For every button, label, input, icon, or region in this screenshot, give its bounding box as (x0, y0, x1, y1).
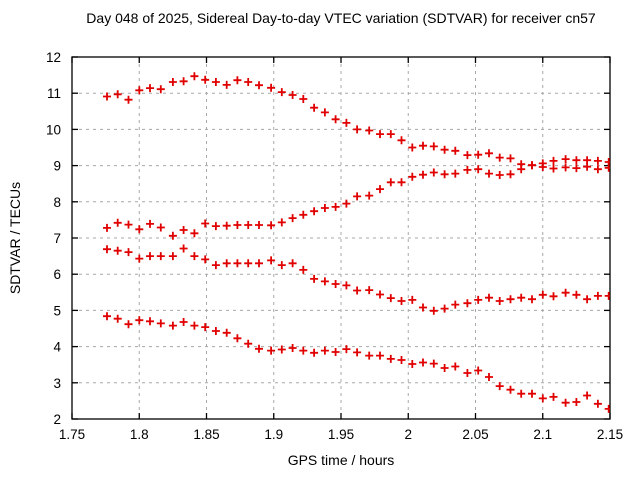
marker-plus-icon (103, 72, 610, 170)
series-3-points (103, 244, 610, 315)
y-tick-label: 5 (53, 303, 61, 318)
y-tick-label: 7 (53, 231, 61, 246)
x-tick-label: 1.9 (264, 427, 283, 442)
y-tick-label: 9 (53, 159, 61, 174)
x-tick-label: 1.95 (328, 427, 354, 442)
x-tick-label: 2.1 (533, 427, 552, 442)
chart-title: Day 048 of 2025, Sidereal Day-to-day VTE… (86, 10, 596, 26)
y-tick-label: 8 (53, 195, 61, 210)
y-tick-label: 10 (46, 122, 61, 137)
marker-plus-icon (103, 161, 610, 240)
x-axis-label: GPS time / hours (287, 452, 395, 468)
x-tick-label: 2 (404, 427, 412, 442)
y-tick-label: 3 (53, 376, 61, 391)
tick-labels: 1.75 1.8 1.85 1.9 1.95 2 2.05 2.1 2.15 2 3 4 5 6 7 8 9 10… (46, 50, 623, 442)
grid-lines (72, 57, 610, 419)
axis-ticks (71, 56, 611, 420)
marker-plus-icon (103, 312, 610, 413)
series-2-points (103, 161, 610, 240)
x-tick-label: 1.75 (59, 427, 85, 442)
marker-plus-icon (103, 244, 610, 315)
series-1-points (103, 72, 610, 170)
x-tick-label: 1.85 (193, 427, 219, 442)
y-tick-label: 2 (53, 412, 61, 427)
y-tick-label: 11 (47, 86, 61, 101)
x-tick-label: 1.8 (130, 427, 149, 442)
x-tick-label: 2.05 (462, 427, 488, 442)
y-tick-label: 6 (53, 267, 61, 282)
y-axis-label: SDTVAR / TECUs (7, 181, 23, 295)
x-tick-label: 2.15 (597, 427, 623, 442)
series-4-points (103, 312, 610, 413)
y-tick-label: 4 (53, 340, 61, 355)
y-tick-label: 12 (46, 50, 61, 65)
